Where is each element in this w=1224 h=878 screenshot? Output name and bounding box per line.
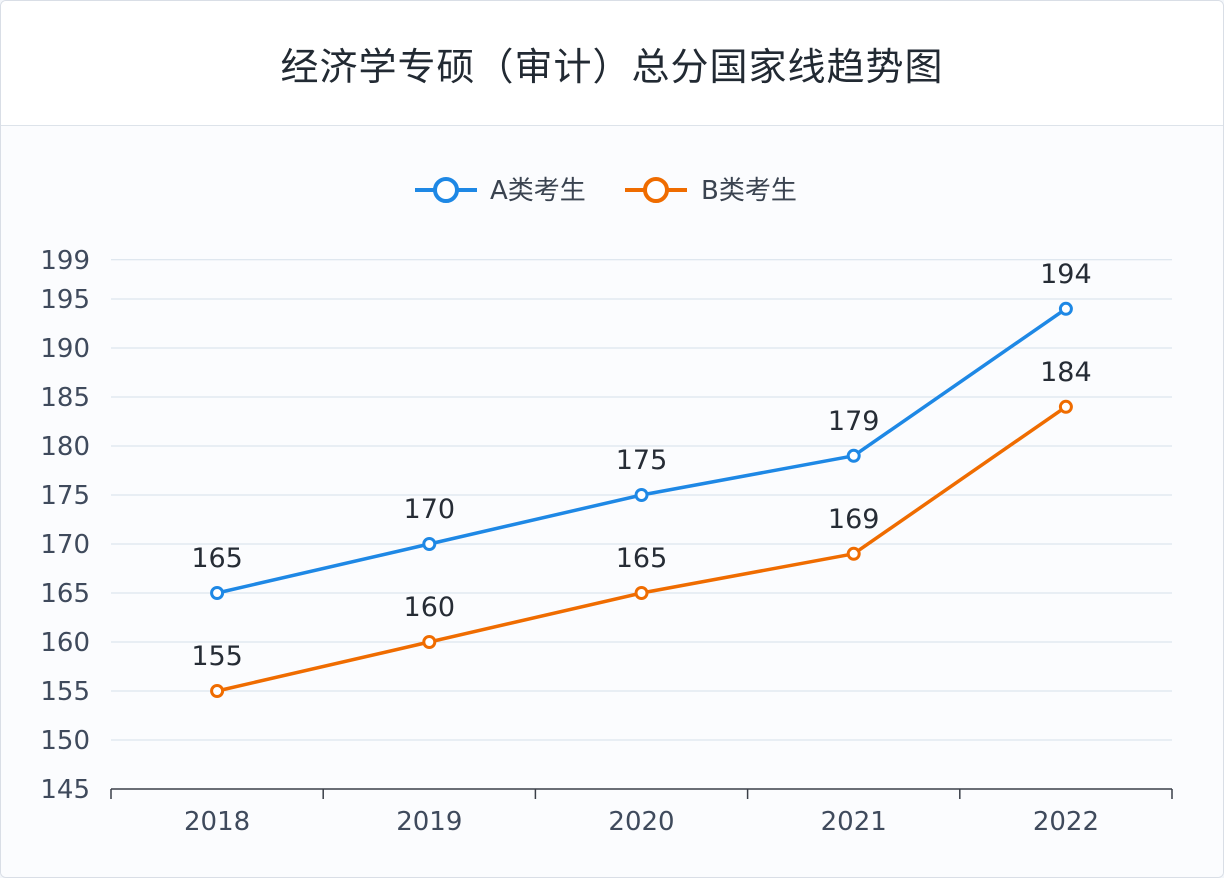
- data-label: 155: [191, 641, 243, 672]
- data-point: [422, 635, 437, 649]
- y-tick-label: 150: [40, 726, 90, 756]
- legend-label: B类考生: [701, 176, 797, 206]
- y-tick-label: 165: [40, 579, 90, 609]
- legend-marker: [433, 177, 459, 203]
- data-label: 194: [1040, 259, 1092, 290]
- data-label: 184: [1040, 357, 1092, 388]
- y-tick-label: 180: [40, 432, 90, 462]
- data-point: [634, 488, 649, 502]
- y-tick-label: 185: [40, 383, 90, 413]
- data-point: [210, 684, 225, 698]
- y-axis: 199 195 190 185 180 175 170 165 160 155 150 145: [40, 246, 90, 805]
- x-tick-label: 2018: [184, 807, 250, 837]
- data-labels: 165 170 175 179 194 155 160 165 169 184: [191, 259, 1091, 672]
- y-tick-label: 155: [40, 677, 90, 707]
- data-point: [634, 586, 649, 600]
- y-tick-label: 160: [40, 628, 90, 658]
- data-point: [1058, 399, 1073, 414]
- legend: A类考生 B类考生: [415, 176, 797, 206]
- data-point: [210, 586, 225, 600]
- y-tick-label: 190: [40, 334, 90, 364]
- data-point: [846, 546, 861, 561]
- y-tick-label: 175: [40, 481, 90, 511]
- y-tick-label: 195: [40, 285, 90, 315]
- legend-label: A类考生: [490, 176, 586, 206]
- data-point: [846, 448, 861, 463]
- data-label: 165: [191, 543, 243, 574]
- data-label: 170: [404, 494, 456, 525]
- data-label: 175: [616, 445, 668, 476]
- x-tick-label: 2021: [821, 807, 887, 837]
- y-tick-label: 145: [40, 775, 90, 805]
- x-tick-label: 2020: [608, 807, 674, 837]
- x-tick-label: 2022: [1033, 807, 1099, 837]
- x-axis: 2018 2019 2020 2021 2022: [110, 788, 1173, 837]
- data-label: 165: [616, 543, 668, 574]
- title-bar: 经济学专硕（审计）总分国家线趋势图: [1, 1, 1223, 126]
- series-layer: [210, 301, 1073, 698]
- y-tick-label: 170: [40, 530, 90, 560]
- data-point: [1058, 301, 1073, 316]
- x-tick-label: 2019: [396, 807, 462, 837]
- data-label: 160: [404, 592, 456, 623]
- chart-title: 经济学专硕（审计）总分国家线趋势图: [280, 44, 944, 89]
- data-label: 179: [828, 406, 880, 437]
- y-tick-label: 199: [40, 246, 90, 276]
- legend-marker: [643, 177, 669, 203]
- data-label: 169: [828, 504, 880, 535]
- data-point: [422, 537, 437, 551]
